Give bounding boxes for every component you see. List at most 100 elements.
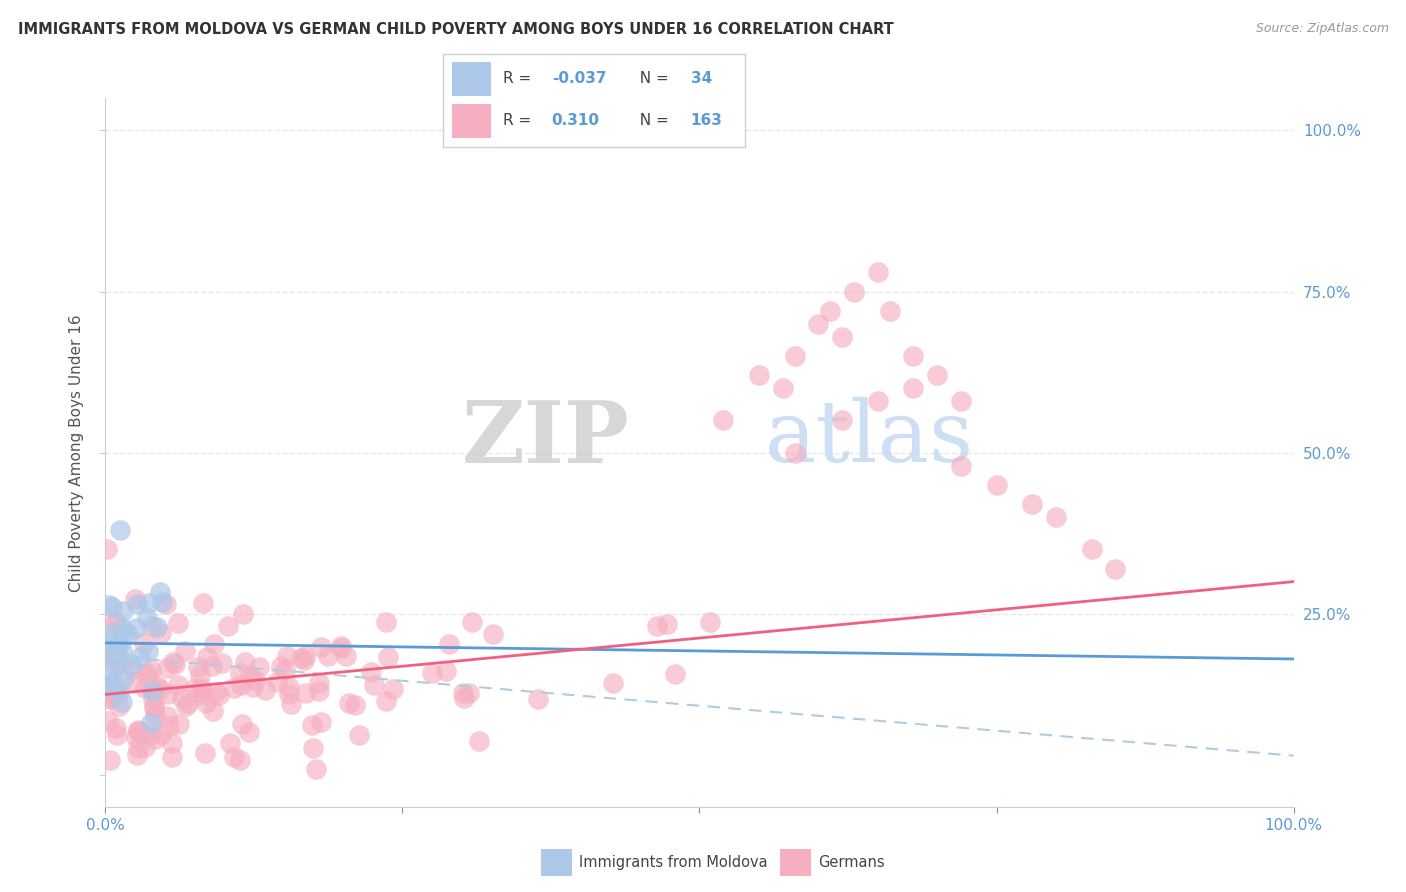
Point	[818, 304, 841, 318]
Point	[231, 717, 253, 731]
Point	[97, 598, 120, 612]
Point	[308, 683, 330, 698]
Point	[122, 674, 145, 689]
Point	[278, 687, 301, 701]
Text: atlas: atlas	[765, 397, 974, 480]
Point	[711, 413, 734, 427]
Point	[167, 716, 190, 731]
Point	[461, 615, 484, 630]
Point	[166, 616, 188, 631]
Point	[96, 542, 118, 557]
Point	[239, 669, 262, 683]
Point	[602, 676, 624, 690]
Point	[143, 701, 166, 715]
Point	[211, 657, 233, 671]
Point	[949, 394, 972, 409]
Point	[104, 680, 127, 694]
Text: N =: N =	[630, 71, 673, 87]
Point	[136, 643, 159, 657]
Point	[193, 596, 215, 610]
Text: R =: R =	[503, 71, 537, 87]
Point	[132, 636, 155, 650]
Point	[98, 753, 121, 767]
Point	[330, 639, 353, 653]
Point	[772, 381, 794, 395]
Point	[105, 649, 128, 664]
Point	[276, 648, 298, 663]
Point	[128, 649, 150, 664]
Point	[104, 646, 127, 660]
Point	[925, 368, 948, 383]
Point	[104, 657, 127, 672]
Point	[103, 675, 125, 690]
Point	[136, 611, 159, 625]
Point	[194, 697, 217, 711]
Point	[308, 676, 330, 690]
Point	[105, 727, 128, 741]
Point	[111, 654, 134, 668]
Point	[142, 683, 165, 698]
Point	[783, 446, 806, 460]
Point	[139, 716, 162, 731]
Point	[188, 668, 211, 682]
Point	[101, 625, 124, 640]
Point	[1104, 562, 1126, 576]
Point	[166, 678, 188, 692]
Point	[290, 651, 312, 665]
Point	[156, 708, 179, 723]
Point	[172, 690, 194, 705]
Text: ZIP: ZIP	[461, 397, 630, 481]
Point	[190, 681, 212, 695]
Point	[301, 717, 323, 731]
Point	[360, 665, 382, 679]
Point	[807, 317, 830, 331]
Point	[309, 714, 332, 729]
Point	[270, 658, 292, 673]
Point	[139, 663, 162, 677]
Point	[831, 413, 853, 427]
Point	[101, 599, 124, 614]
Text: R =: R =	[503, 113, 537, 128]
Point	[382, 681, 405, 696]
Point	[156, 660, 179, 674]
Point	[163, 657, 186, 671]
Point	[363, 678, 385, 692]
Point	[110, 643, 132, 657]
Point	[127, 723, 149, 737]
Point	[453, 691, 475, 706]
Point	[232, 607, 254, 622]
Point	[457, 686, 479, 700]
Point	[108, 637, 131, 651]
Point	[149, 625, 172, 640]
Point	[217, 619, 239, 633]
Point	[174, 644, 197, 658]
Point	[104, 721, 127, 735]
Point	[150, 595, 173, 609]
Text: 163: 163	[690, 113, 723, 128]
Point	[344, 698, 367, 713]
Text: N =: N =	[630, 113, 673, 128]
Point	[748, 368, 770, 383]
Point	[100, 644, 122, 658]
Point	[127, 740, 149, 755]
Point	[103, 685, 125, 699]
Point	[274, 663, 297, 677]
Point	[879, 304, 901, 318]
Point	[188, 684, 211, 698]
Text: 34: 34	[690, 71, 711, 87]
Point	[866, 394, 889, 409]
Point	[146, 679, 169, 693]
Point	[98, 676, 121, 690]
Point	[482, 627, 505, 641]
Point	[108, 698, 131, 713]
Point	[141, 619, 163, 633]
Point	[201, 658, 224, 673]
Point	[337, 696, 360, 710]
Point	[335, 648, 357, 663]
Point	[208, 689, 231, 703]
Point	[527, 691, 550, 706]
Point	[664, 666, 686, 681]
Point	[202, 637, 225, 651]
Point	[134, 681, 156, 696]
Point	[138, 669, 160, 683]
